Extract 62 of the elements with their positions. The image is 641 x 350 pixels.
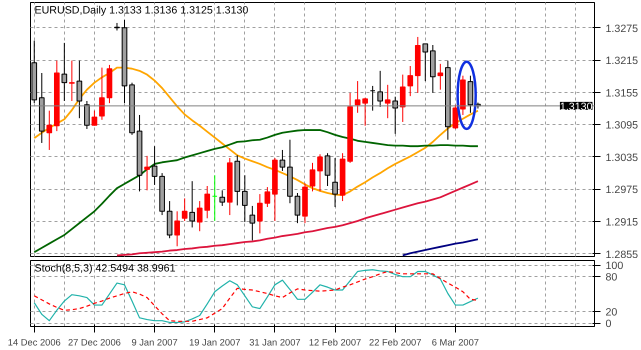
- x-tick-label: 31 Jan 2007: [249, 338, 301, 348]
- x-tick-label: 22 Feb 2007: [369, 338, 422, 348]
- candlestick: [204, 186, 210, 219]
- candlestick: [92, 110, 98, 126]
- y-tick-label: 1.3035: [606, 152, 638, 164]
- y-tick-label: 20: [606, 306, 618, 318]
- x-tick-label: 6 Mar 2007: [432, 338, 479, 348]
- y-tick-label: 1.3095: [606, 120, 638, 132]
- candlestick: [144, 155, 150, 191]
- candlestick: [422, 43, 428, 82]
- candlestick: [152, 146, 158, 186]
- candlestick: [294, 192, 300, 224]
- candlestick: [76, 60, 82, 119]
- candlestick: [362, 97, 368, 126]
- ref-line-label: 1.3130: [560, 100, 593, 113]
- line-series: [33, 66, 479, 196]
- candlestick: [196, 200, 203, 232]
- candlestick: [332, 158, 338, 208]
- candlestick: [250, 205, 256, 241]
- candlestick: [242, 174, 248, 223]
- chart-title: Stoch(8,5,3) 42.5494 38.9961: [34, 262, 176, 274]
- candlestick: [189, 180, 196, 228]
- candlestick: [182, 198, 188, 222]
- candlestick: [354, 80, 360, 114]
- candlestick: [174, 210, 180, 247]
- y-tick-label: 80: [606, 272, 618, 284]
- candlestick: [407, 66, 414, 97]
- candlestick: [264, 186, 270, 208]
- candlestick: [46, 110, 52, 150]
- candlestick: [166, 200, 172, 239]
- candlestick: [384, 84, 391, 119]
- x-tick-label: 9 Jan 2007: [132, 338, 178, 348]
- candlestick: [219, 190, 226, 206]
- y-tick-label: 100: [606, 260, 624, 272]
- candlestick: [212, 174, 218, 222]
- candlestick: [84, 100, 90, 130]
- candlestick: [468, 75, 474, 114]
- x-tick-label: 27 Dec 2006: [68, 338, 121, 348]
- line-series: [33, 129, 479, 254]
- candlestick: [280, 149, 286, 172]
- chart-title: EURUSD,Daily 1.3133 1.3136 1.3125 1.3130: [34, 4, 248, 16]
- y-tick-label: 1.3155: [606, 87, 638, 100]
- candlestick: [438, 63, 444, 90]
- candlestick: [62, 42, 68, 102]
- x-tick-label: 12 Feb 2007: [308, 338, 362, 348]
- x-tick-label: 19 Jan 2007: [189, 338, 240, 348]
- y-tick-label: 1.2855: [606, 248, 638, 261]
- candlestick: [69, 60, 75, 102]
- x-tick-label: 14 Dec 2006: [8, 338, 61, 348]
- y-tick-label: 1.2975: [606, 184, 638, 196]
- candlestick: [324, 152, 330, 187]
- candlestick: [370, 85, 376, 112]
- line-series: [116, 180, 479, 256]
- line-series: [402, 238, 479, 256]
- y-tick-label: 1.3215: [606, 55, 638, 68]
- candlestick: [452, 104, 458, 130]
- y-tick-label: 1.2915: [606, 216, 638, 229]
- y-tick-label: 1.3275: [606, 22, 638, 35]
- candlestick: [377, 70, 384, 108]
- candlestick: [257, 194, 263, 234]
- candlestick: [400, 74, 406, 122]
- y-tick-label: 0: [606, 318, 612, 330]
